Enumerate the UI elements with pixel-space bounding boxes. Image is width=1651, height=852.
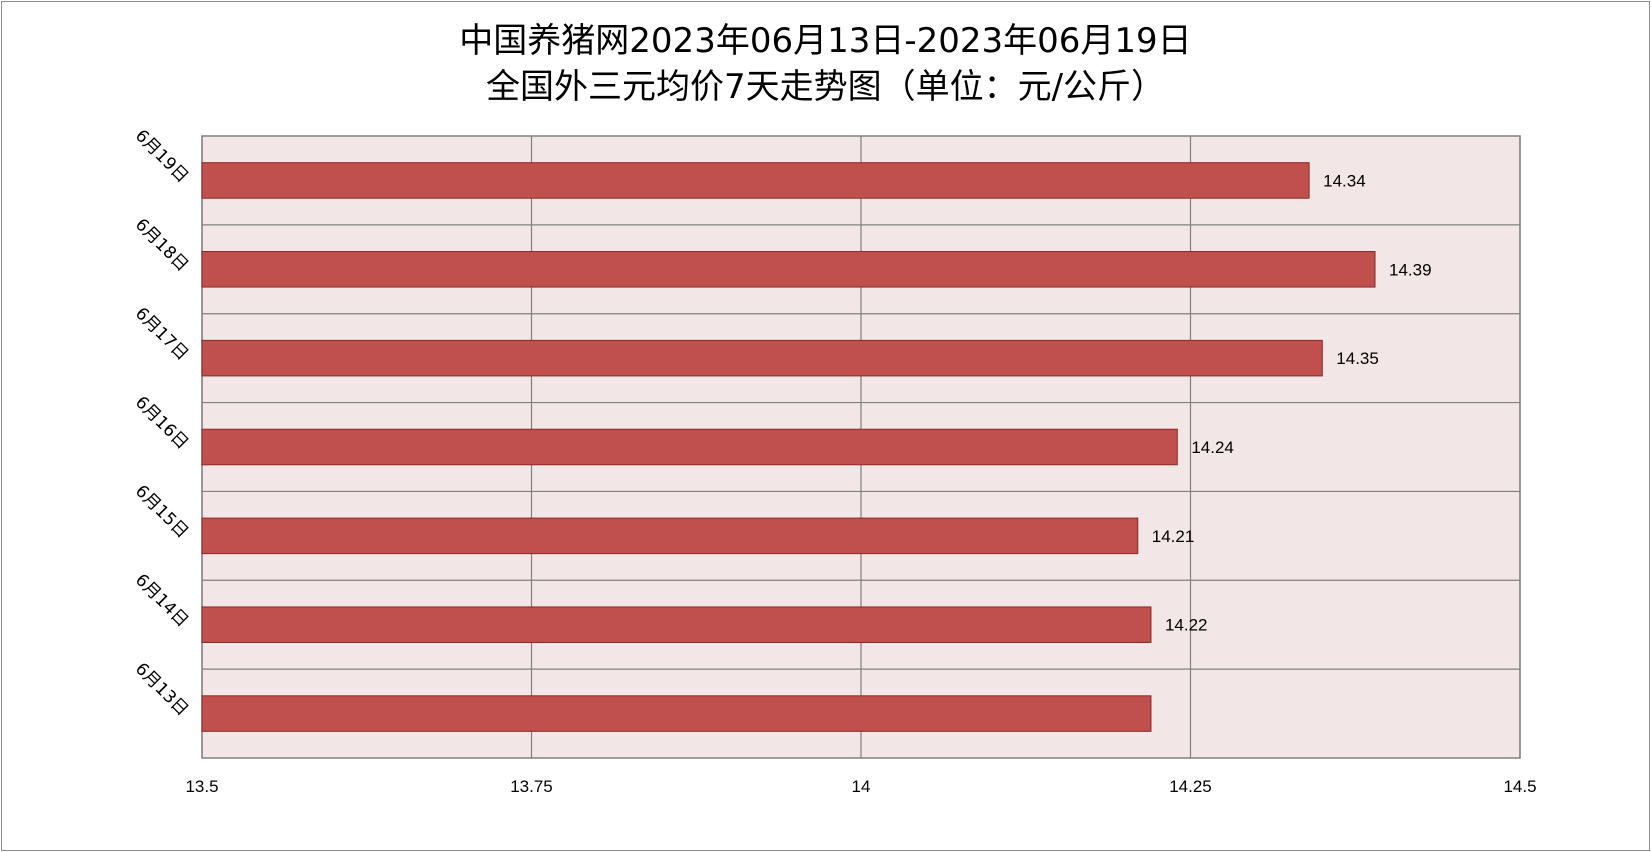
chart-title-line-2: 全国外三元均价7天走势图（单位：元/公斤）: [485, 67, 1166, 107]
y-category-label: 6月13日: [131, 659, 192, 720]
x-tick-label: 14.5: [1503, 777, 1536, 796]
data-label: 14.21: [1152, 527, 1195, 546]
bar: [201, 695, 1152, 732]
y-category-label: 6月19日: [131, 126, 192, 187]
bar: [201, 162, 1310, 199]
x-tick-label: 13.75: [510, 777, 553, 796]
y-category-label: 6月16日: [131, 392, 192, 453]
y-category-label: 6月17日: [131, 304, 192, 365]
bar: [201, 606, 1152, 643]
x-tick-label: 14.25: [1169, 777, 1212, 796]
x-tick-label: 13.5: [185, 777, 218, 796]
x-tick-label: 14: [852, 777, 871, 796]
bar: [201, 517, 1139, 555]
chart-title-line-1: 中国养猪网2023年06月13日-2023年06月19日: [459, 21, 1192, 61]
bar: [201, 251, 1376, 288]
bar: [201, 428, 1178, 466]
y-category-label: 6月18日: [131, 215, 192, 276]
data-label: 14.24: [1191, 438, 1234, 457]
data-label: 14.22: [1165, 616, 1208, 635]
chart-title: 中国养猪网2023年06月13日-2023年06月19日 全国外三元均价7天走势…: [0, 18, 1651, 110]
y-category-label: 6月15日: [131, 481, 192, 542]
data-label: 14.34: [1323, 171, 1366, 190]
y-category-label: 6月14日: [131, 570, 192, 631]
data-label: 14.35: [1336, 349, 1379, 368]
bar: [201, 339, 1323, 377]
data-label: 14.39: [1389, 260, 1432, 279]
